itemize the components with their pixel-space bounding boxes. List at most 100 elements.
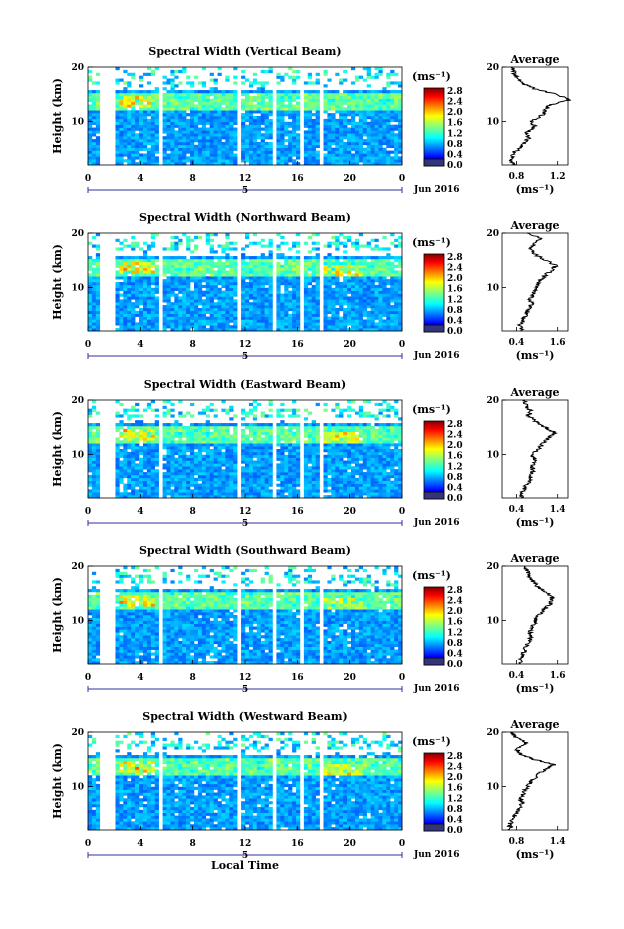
profile-x-tick-label: 1.4 xyxy=(550,505,566,515)
colorbar-tick-label: 0.0 xyxy=(447,660,463,670)
x-tick-label: 0 xyxy=(85,174,91,184)
profile-x-tick-label: 1.6 xyxy=(550,338,566,348)
x-tick-label: 12 xyxy=(239,340,252,350)
colorbar-tick-label: 2.4 xyxy=(447,597,463,607)
x-tick-label: 4 xyxy=(137,839,143,849)
y-tick-label: 10 xyxy=(71,117,84,127)
colorbar-tick-label: 1.2 xyxy=(447,628,463,638)
y-tick-label: 20 xyxy=(71,63,84,73)
x-tick-label: 16 xyxy=(291,839,304,849)
x-tick-label: 8 xyxy=(190,340,196,350)
x-tick-label: 8 xyxy=(190,673,196,683)
colorbar-unit: (ms⁻¹) xyxy=(412,70,451,83)
date-label: Jun 2016 xyxy=(413,185,460,195)
colorbar-tick-label: 2.4 xyxy=(447,98,463,108)
x-tick-label: 4 xyxy=(137,507,143,517)
colorbar-tick-label: 1.6 xyxy=(447,119,463,129)
x-tick-label: 20 xyxy=(343,673,356,683)
date-marker: 5 xyxy=(242,519,248,529)
profile-x-tick-label: 0.8 xyxy=(509,172,525,182)
x-axis-label: Local Time xyxy=(211,859,279,872)
colorbar-unit: (ms⁻¹) xyxy=(412,735,451,748)
colorbar-unit: (ms⁻¹) xyxy=(412,236,451,249)
x-tick-label: 8 xyxy=(190,839,196,849)
y-tick-label: 10 xyxy=(71,616,84,626)
profile-y-tick-label: 20 xyxy=(486,63,499,73)
profile-x-tick-label: 0.4 xyxy=(509,505,525,515)
profile-x-label: (ms⁻¹) xyxy=(516,516,555,529)
x-tick-label: 4 xyxy=(137,340,143,350)
profile-line xyxy=(517,565,556,664)
profile-frame xyxy=(501,399,569,499)
colorbar-tick-label: 2.4 xyxy=(447,264,463,274)
profile-line xyxy=(516,232,559,332)
profile-y-tick-label: 20 xyxy=(486,396,499,406)
heatmap-cells xyxy=(88,566,403,665)
panel-title: Spectral Width (Eastward Beam) xyxy=(144,378,346,391)
x-tick-label: 16 xyxy=(291,174,304,184)
date-marker: 5 xyxy=(242,186,248,196)
x-tick-label: 12 xyxy=(239,673,252,683)
profile-x-label: (ms⁻¹) xyxy=(516,349,555,362)
colorbar-tick-label: 0.8 xyxy=(447,805,463,815)
profile-x-tick-label: 1.2 xyxy=(550,172,566,182)
colorbar-tick-label: 1.6 xyxy=(447,784,463,794)
profile-x-label: (ms⁻¹) xyxy=(516,183,555,196)
panel-title: Spectral Width (Northward Beam) xyxy=(139,211,351,224)
x-tick-label: 0 xyxy=(85,507,91,517)
colorbar-tick-label: 1.6 xyxy=(447,285,463,295)
colorbar-tick-label: 0.4 xyxy=(447,649,463,659)
colorbar-tick-label: 1.2 xyxy=(447,129,463,139)
profile-x-label: (ms⁻¹) xyxy=(516,848,555,861)
y-tick-label: 10 xyxy=(71,283,84,293)
x-tick-label: 0 xyxy=(85,673,91,683)
date-label: Jun 2016 xyxy=(413,518,460,528)
profile-frame xyxy=(501,232,569,332)
colorbar xyxy=(423,420,445,500)
colorbar-low-band xyxy=(423,823,445,832)
panel-title: Spectral Width (Westward Beam) xyxy=(142,710,347,723)
x-tick-label: 0 xyxy=(399,507,405,517)
y-tick-label: 20 xyxy=(71,396,84,406)
date-label: Jun 2016 xyxy=(413,684,460,694)
profile-y-tick-label: 20 xyxy=(486,728,499,738)
colorbar-unit: (ms⁻¹) xyxy=(412,403,451,416)
profile-y-tick-label: 20 xyxy=(486,229,499,239)
colorbar-tick-label: 2.8 xyxy=(447,752,463,762)
profile-title: Average xyxy=(509,386,559,399)
profile-x-tick-label: 0.8 xyxy=(509,837,525,847)
profile-line xyxy=(506,731,557,831)
profile-frame xyxy=(501,66,569,166)
x-tick-label: 20 xyxy=(343,340,356,350)
profile-y-tick-label: 10 xyxy=(486,616,499,626)
profile-title: Average xyxy=(509,552,559,565)
heatmap-cells xyxy=(88,233,403,332)
profile-y-tick-label: 10 xyxy=(486,782,499,792)
colorbar-tick-label: 2.8 xyxy=(447,253,463,263)
colorbar-tick-label: 0.0 xyxy=(447,327,463,337)
colorbar-tick-label: 0.8 xyxy=(447,306,463,316)
x-tick-label: 0 xyxy=(85,839,91,849)
colorbar-tick-label: 2.0 xyxy=(447,607,463,617)
beam-panel-0: Spectral Width (Vertical Beam) 20 10 Height… xyxy=(51,45,572,196)
x-tick-label: 20 xyxy=(343,174,356,184)
colorbar-tick-label: 2.0 xyxy=(447,773,463,783)
colorbar-tick-label: 0.4 xyxy=(447,483,463,493)
profile-title: Average xyxy=(509,219,559,232)
colorbar-tick-label: 0.0 xyxy=(447,161,463,171)
date-label: Jun 2016 xyxy=(413,850,460,860)
x-tick-label: 12 xyxy=(239,507,252,517)
y-tick-label: 10 xyxy=(71,782,84,792)
x-tick-label: 8 xyxy=(190,507,196,517)
beam-panel-2: Spectral Width (Eastward Beam) 20 10 Height… xyxy=(51,378,569,529)
y-axis-label: Height (km) xyxy=(51,411,64,487)
heatmap-cells xyxy=(88,67,403,166)
date-marker: 5 xyxy=(242,352,248,362)
x-tick-label: 16 xyxy=(291,340,304,350)
x-tick-label: 0 xyxy=(399,174,405,184)
x-tick-label: 12 xyxy=(239,174,252,184)
y-tick-label: 20 xyxy=(71,229,84,239)
x-tick-label: 0 xyxy=(85,340,91,350)
x-tick-label: 0 xyxy=(399,340,405,350)
colorbar-tick-label: 0.8 xyxy=(447,473,463,483)
